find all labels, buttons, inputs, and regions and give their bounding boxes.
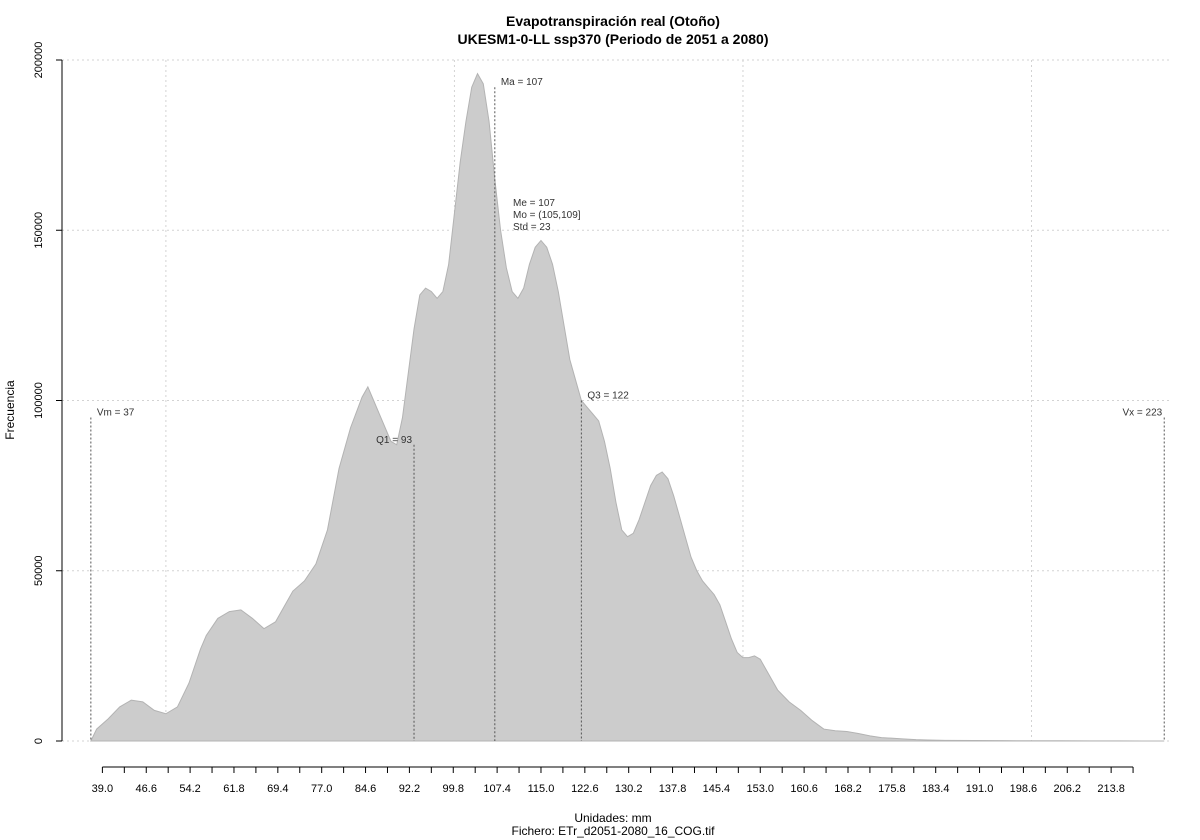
x-tick-label: 92.2 (399, 783, 420, 795)
x-tick-label: 107.4 (483, 783, 511, 795)
reference-line-label: Ma = 107 (501, 77, 543, 88)
reference-line-label: Q1 = 93 (376, 435, 412, 446)
y-tick-label: 100000 (33, 382, 45, 419)
x-tick-label: 54.2 (179, 783, 200, 795)
x-tick-label: 69.4 (267, 783, 288, 795)
x-tick-label: 39.0 (92, 783, 113, 795)
chart-title: Evapotranspiración real (Otoño) (506, 13, 720, 29)
file-name-label: Fichero: ETr_d2051-2080_16_COG.tif (512, 824, 716, 838)
y-tick-label: 200000 (33, 42, 45, 79)
x-tick-label: 198.6 (1010, 783, 1038, 795)
x-tick-label: 137.8 (659, 783, 687, 795)
reference-line-label: Vm = 37 (97, 408, 135, 419)
x-tick-label: 61.8 (223, 783, 244, 795)
reference-line-label: Vx = 223 (1122, 408, 1162, 419)
x-tick-label: 77.0 (311, 783, 332, 795)
x-tick-label: 213.8 (1097, 783, 1125, 795)
x-tick-label: 160.6 (790, 783, 818, 795)
stat-mode: Mo = (105,109] (513, 210, 581, 221)
x-tick-label: 122.6 (571, 783, 599, 795)
y-axis: 0 50000 100000 150000 200000 (33, 42, 63, 744)
x-tick-label: 99.8 (443, 783, 464, 795)
x-tick-label: 46.6 (136, 783, 157, 795)
y-tick-label: 50000 (33, 555, 45, 586)
reference-line-label: Q3 = 122 (587, 391, 629, 402)
x-axis-label: Unidades: mm (574, 811, 651, 825)
x-axis: 39.0 46.6 54.2 61.8 69.4 77.0 84.6 92.2 99.8 107.… (92, 766, 1134, 795)
stats-annotation: Me = 107 Mo = (105,109] Std = 23 (513, 198, 581, 233)
stat-std: Std = 23 (513, 222, 551, 233)
x-tick-label: 175.8 (878, 783, 906, 795)
x-tick-label: 206.2 (1054, 783, 1082, 795)
x-tick-label: 168.2 (834, 783, 862, 795)
x-tick-label: 183.4 (922, 783, 950, 795)
y-tick-label: 150000 (33, 212, 45, 249)
chart-subtitle: UKESM1-0-LL ssp370 (Periodo de 2051 a 20… (458, 31, 769, 47)
density-area (90, 72, 1165, 742)
stat-median: Me = 107 (513, 198, 555, 209)
x-tick-label: 115.0 (528, 783, 555, 795)
y-axis-label: Frecuencia (3, 380, 17, 440)
x-tick-label: 191.0 (966, 783, 994, 795)
x-tick-label: 84.6 (355, 783, 376, 795)
reference-lines: Vm = 37 Q1 = 93 Ma = 107 Q3 = 122 Vx = 223 (90, 77, 1165, 741)
x-tick-label: 145.4 (703, 783, 731, 795)
y-tick-label: 0 (33, 738, 45, 744)
x-tick-label: 130.2 (615, 783, 643, 795)
x-tick-label: 153.0 (747, 783, 775, 795)
